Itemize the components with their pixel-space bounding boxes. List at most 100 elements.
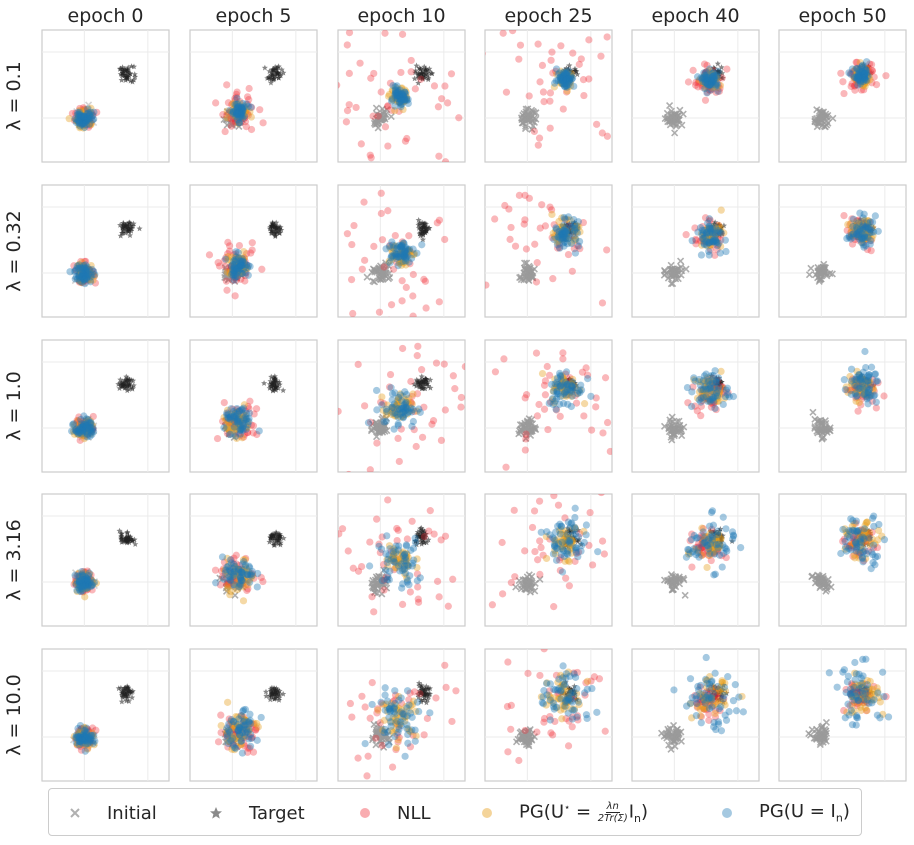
pg-identity-point (567, 388, 576, 396)
pg-ustar-point (403, 410, 412, 418)
nll-point (79, 580, 87, 589)
pg-identity-point (561, 70, 569, 78)
pg-ustar-point (235, 566, 243, 575)
target-point (712, 68, 719, 75)
initial-point (378, 425, 386, 433)
nll-point (88, 425, 97, 433)
pg-ustar-point (78, 114, 86, 122)
pg-identity-point (85, 569, 93, 577)
pg-ustar-point (238, 414, 246, 422)
pg-ustar-point (86, 427, 94, 435)
pg-ustar-point (240, 253, 249, 262)
target-point (124, 387, 131, 394)
pg-identity-point (855, 370, 863, 379)
pg-identity-point (226, 567, 235, 575)
pg-ustar-point (76, 106, 84, 114)
nll-point (555, 556, 564, 564)
nll-point (76, 577, 85, 585)
initial-point (73, 107, 81, 116)
nll-point (414, 342, 422, 350)
pg-ustar-point (233, 585, 242, 594)
pg-ustar-point (559, 229, 567, 237)
pg-ustar-point (862, 391, 870, 399)
pg-ustar-point (76, 421, 84, 429)
nll-point (390, 557, 399, 565)
pg-ustar-point (247, 574, 255, 582)
pg-identity-point (859, 234, 867, 243)
nll-point (855, 79, 863, 87)
pg-identity-point (239, 265, 248, 273)
pg-ustar-point (231, 112, 239, 120)
initial-point (522, 105, 530, 113)
nll-point (233, 567, 241, 575)
pg-ustar-point (865, 378, 873, 386)
nll-point (847, 228, 855, 236)
pg-ustar-point (562, 234, 570, 243)
target-point (127, 220, 134, 226)
pg-ustar-point (560, 377, 568, 385)
nll-point (238, 111, 246, 120)
pg-ustar-point (704, 385, 712, 394)
pg-ustar-point (234, 414, 242, 422)
pg-identity-point (78, 420, 86, 428)
pg-ustar-point (711, 236, 719, 244)
pg-identity-point (703, 74, 711, 82)
target-point (128, 537, 135, 544)
pg-identity-point (394, 562, 403, 570)
pg-identity-point (866, 224, 874, 232)
nll-point (402, 251, 411, 259)
pg-ustar-point (560, 377, 568, 385)
nll-point (242, 269, 250, 277)
pg-identity-point (75, 113, 83, 121)
pg-identity-point (711, 234, 719, 242)
pg-ustar-point (81, 114, 89, 122)
target-point (716, 75, 723, 82)
nll-point (857, 401, 865, 409)
pg-identity-point (557, 75, 565, 83)
nll-point (85, 425, 94, 433)
pg-ustar-point (559, 225, 567, 233)
nll-point (417, 75, 425, 83)
pg-identity-point (713, 238, 721, 247)
pg-identity-point (554, 70, 562, 78)
pg-ustar-point (403, 574, 411, 582)
pg-ustar-point (562, 73, 571, 81)
pg-identity-point (553, 387, 561, 396)
pg-ustar-point (572, 235, 580, 243)
pg-ustar-point (402, 92, 411, 101)
nll-point (75, 111, 83, 120)
subplot-panel (41, 493, 170, 627)
nll-point (257, 573, 265, 582)
pg-ustar-point (85, 108, 93, 116)
pg-ustar-point (862, 77, 870, 85)
pg-identity-point (373, 406, 381, 414)
nll-point (703, 71, 711, 80)
nll-point (708, 81, 716, 89)
pg-identity-point (709, 69, 717, 77)
pg-ustar-point (76, 426, 85, 434)
nll-point (422, 304, 430, 312)
pg-identity-point (409, 417, 417, 426)
nll-point (387, 316, 391, 317)
pg-ustar-point (550, 232, 558, 240)
nll-point (582, 364, 590, 372)
pg-ustar-point (224, 582, 232, 590)
pg-identity-point (386, 567, 394, 575)
pg-identity-point (402, 254, 410, 262)
pg-ustar-point (78, 258, 86, 267)
pg-identity-point (858, 71, 866, 80)
pg-identity-point (253, 583, 261, 591)
pg-ustar-point (393, 407, 402, 415)
pg-ustar-point (859, 227, 867, 236)
nll-point (698, 222, 707, 231)
nll-point (82, 110, 90, 119)
target-point (853, 380, 860, 387)
target-point (861, 384, 868, 391)
nll-point (374, 112, 382, 120)
nll-point (369, 112, 377, 120)
pg-identity-point (400, 239, 408, 248)
pg-ustar-point (699, 386, 707, 394)
nll-point (407, 399, 415, 407)
pg-ustar-point (558, 385, 566, 393)
pg-ustar-point (549, 229, 557, 237)
